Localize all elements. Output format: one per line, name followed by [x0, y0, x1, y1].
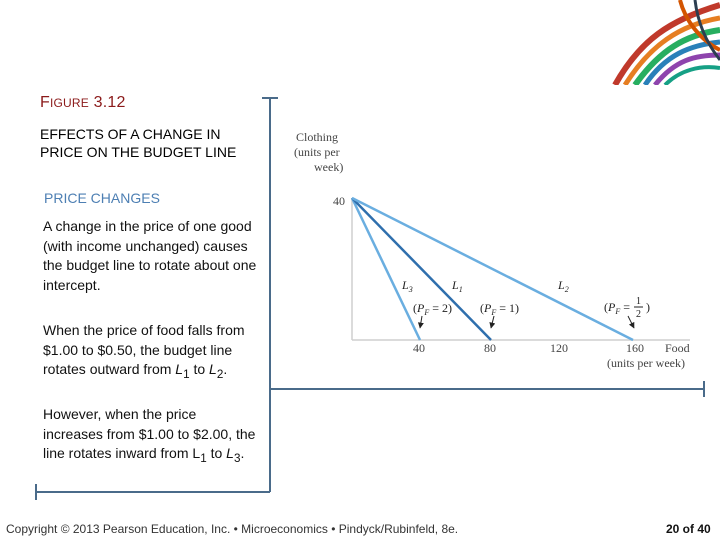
y-axis-label-line1: Clothing: [296, 130, 338, 144]
annotation-pf-half-num: 1: [636, 296, 641, 307]
section-heading: PRICE CHANGES: [44, 190, 160, 206]
x-tick-80: 80: [484, 341, 496, 355]
figure-title: FIGURE 3.12: [40, 94, 126, 111]
paragraph-price-increases: However, when the price increases from $…: [43, 406, 256, 465]
x-tick-40: 40: [413, 341, 425, 355]
label-l2: L2: [557, 278, 569, 294]
annotation-pf-half-close: ): [646, 300, 650, 314]
annotation-pf-half-arrow: [627, 315, 635, 329]
budget-line-l2: [351, 196, 634, 342]
x-tick-120: 120: [550, 341, 568, 355]
figure-subtitle: EFFECTS OF A CHANGE IN PRICE ON THE BUDG…: [40, 126, 237, 160]
y-intercept-label: 40: [333, 194, 345, 208]
x-axis-label-line1: Food: [665, 341, 690, 355]
budget-line-l1: [351, 197, 492, 341]
y-axis-label-line2: (units per: [294, 145, 340, 159]
budget-line-l3: [350, 197, 422, 341]
paragraph-rotation: A change in the price of one good (with …: [43, 218, 257, 293]
label-l1: L1: [451, 278, 463, 294]
annotation-pf-2: (PF = 2): [413, 301, 452, 317]
copyright-footer: Copyright © 2013 Pearson Education, Inc.…: [6, 522, 459, 536]
x-tick-160: 160: [626, 341, 644, 355]
annotation-pf-2-arrow: [417, 315, 424, 329]
page-number: 20 of 40: [666, 522, 711, 536]
annotation-pf-1-arrow: [489, 315, 496, 329]
y-axis-label-line3: week): [314, 160, 343, 174]
x-axis-label-line2: (units per week): [607, 356, 685, 370]
decorative-cables-image: [610, 0, 720, 85]
annotation-pf-half: (PF =: [604, 300, 630, 316]
paragraph-price-falls: When the price of food falls from $1.00 …: [43, 322, 245, 381]
annotation-pf-1: (PF = 1): [480, 301, 519, 317]
label-l3: L3: [401, 278, 413, 294]
annotation-pf-half-den: 2: [636, 309, 641, 320]
